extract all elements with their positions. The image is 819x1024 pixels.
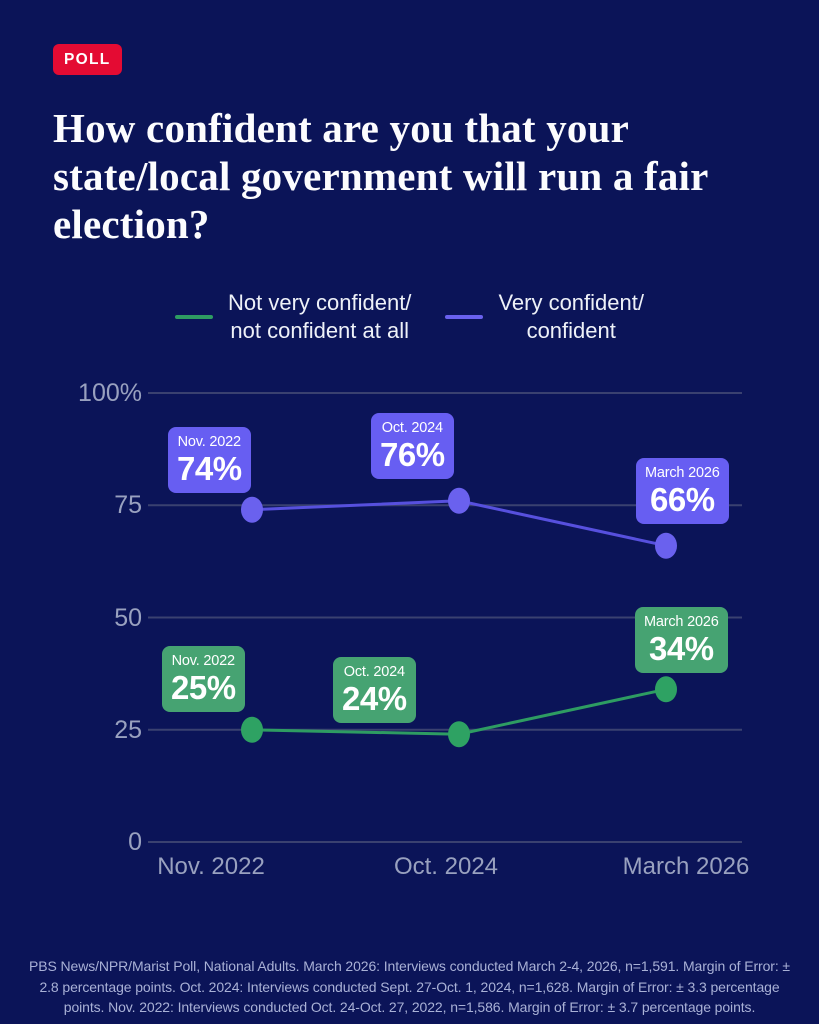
very-confident-data-point-dot	[241, 496, 263, 523]
y-axis-tick-label: 50	[114, 603, 142, 632]
y-axis-tick-label: 0	[128, 828, 142, 856]
data-label-date: March 2026	[645, 465, 720, 481]
legend-label-line: not confident at all	[230, 318, 409, 343]
not-confident-data-label-box: Oct. 2024 24%	[333, 657, 416, 723]
legend-label-very-confident: Very confident/ confident	[498, 289, 644, 345]
legend-label-line: Very confident/	[498, 290, 644, 315]
y-axis-tick-label: 25	[114, 715, 142, 744]
data-label-date: Oct. 2024	[343, 664, 405, 680]
data-label-value: 34%	[649, 630, 714, 667]
x-axis-tick-label: Oct. 2024	[393, 853, 499, 880]
data-label-value: 25%	[171, 669, 236, 706]
very-confident-data-label-box: Nov. 2022 74%	[168, 427, 251, 493]
x-axis-tick-label: Nov. 2022	[157, 853, 265, 880]
data-label-value: 74%	[177, 450, 242, 487]
very-confident-data-label-box: March 2026 66%	[636, 458, 729, 524]
not-confident-data-point-dot	[448, 721, 470, 748]
page-title-line-1: How confident are you that your	[53, 105, 630, 151]
very-confident-data-point-dot	[448, 487, 470, 514]
x-axis-tick-label: March 2026	[622, 853, 750, 880]
not-confident-data-point-dot	[241, 716, 263, 743]
data-label-value: 66%	[650, 481, 715, 518]
methodology-footnote: PBS News/NPR/Marist Poll, National Adult…	[29, 958, 790, 1015]
not-confident-data-label-box: Nov. 2022 25%	[162, 646, 245, 712]
very-confident-data-label-box: Oct. 2024 76%	[371, 413, 454, 479]
y-axis-tick-label: 75	[114, 491, 142, 520]
data-label-value: 76%	[380, 436, 445, 473]
very-confident-data-point-dot	[655, 532, 677, 559]
not-confident-data-point-dot	[655, 676, 677, 703]
page-title: How confident are you that your state/lo…	[53, 104, 773, 248]
legend-swatch-green	[175, 315, 213, 319]
data-label-value: 24%	[342, 680, 407, 717]
data-label-date: Oct. 2024	[381, 420, 443, 436]
y-axis-tick-label: 100%	[78, 379, 142, 407]
data-label-date: Nov. 2022	[171, 653, 235, 669]
not-confident-data-label-box: March 2026 34%	[635, 607, 728, 673]
data-label-date: Nov. 2022	[177, 434, 241, 450]
data-label-date: March 2026	[644, 614, 719, 630]
legend-label-line: Not very confident/	[228, 290, 412, 315]
legend-label-not-confident: Not very confident/ not confident at all	[228, 289, 411, 345]
poll-badge: POLL	[53, 44, 122, 75]
page-title-line-2: state/local government will run a fair	[53, 153, 709, 199]
legend-item-not-confident: Not very confident/ not confident at all	[175, 289, 411, 345]
chart-legend: Not very confident/ not confident at all…	[0, 289, 819, 345]
page-title-line-3: election?	[53, 201, 210, 247]
legend-item-very-confident: Very confident/ confident	[445, 289, 644, 345]
legend-swatch-purple	[445, 315, 484, 319]
legend-label-line: confident	[526, 318, 616, 343]
